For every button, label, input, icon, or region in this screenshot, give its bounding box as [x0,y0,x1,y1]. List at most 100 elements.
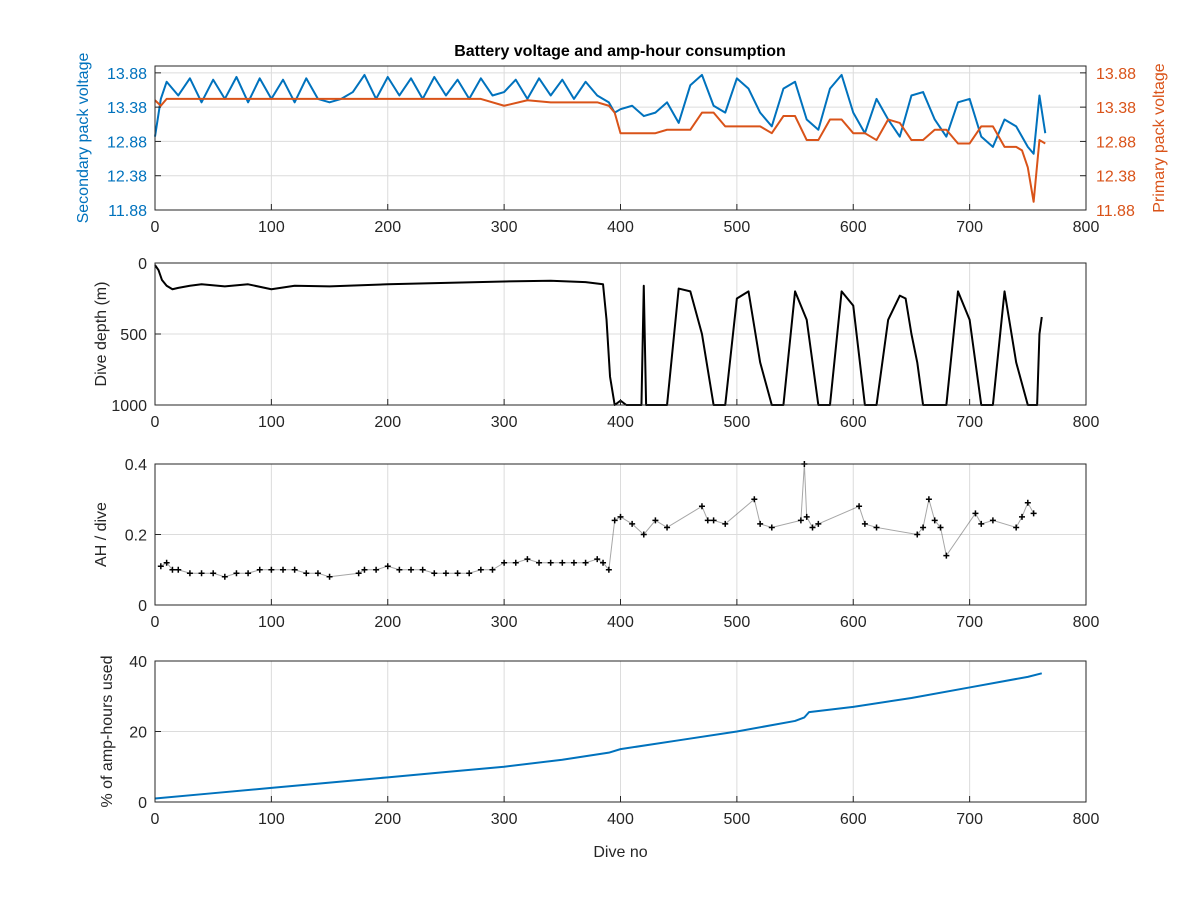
x-tick-label: 500 [724,219,751,236]
data-point [169,566,176,573]
y-right-tick-label: 12.38 [1096,169,1136,186]
x-tick-label: 300 [491,219,518,236]
y-tick-label: 0 [138,795,147,812]
y-axis-label-right: Primary pack voltage [1151,63,1168,212]
data-point [408,566,415,573]
x-tick-label: 700 [956,414,983,431]
x-tick-label: 700 [956,811,983,828]
series-line-2 [154,97,1046,203]
x-tick-label: 400 [607,414,634,431]
y-tick-label: 0.2 [125,528,147,545]
x-tick-label: 300 [491,414,518,431]
x-tick-label: 400 [607,219,634,236]
x-tick-label: 700 [956,614,983,631]
x-tick-label: 400 [607,614,634,631]
data-point [547,559,554,566]
data-point [570,559,577,566]
data-point [925,496,932,503]
data-point [489,566,496,573]
data-point [751,496,758,503]
x-tick-label: 600 [840,811,867,828]
x-tick-label: 700 [956,219,983,236]
y-tick-label: 12.38 [107,169,147,186]
y-tick-label: 13.88 [107,66,147,83]
data-point [931,517,938,524]
data-point [856,503,863,510]
x-tick-label: 800 [1073,811,1100,828]
y-right-tick-label: 11.88 [1096,203,1135,220]
y-axis-label: AH / dive [93,502,110,567]
data-point [664,524,671,531]
data-point [640,531,647,538]
x-tick-label: 100 [258,614,285,631]
data-point [384,563,391,570]
data-point [652,517,659,524]
x-tick-label: 300 [491,614,518,631]
data-point [419,566,426,573]
y-tick-label: 13.38 [107,100,147,117]
data-point [920,524,927,531]
x-tick-label: 200 [374,414,401,431]
data-point [396,566,403,573]
x-tick-label: 200 [374,219,401,236]
chart-1: 0 100 200 300 400 500 600 700 80011.8812.3812.88… [75,53,1168,236]
data-point [605,566,612,573]
y-tick-label: 0.4 [125,457,147,474]
data-point [536,559,543,566]
data-point [245,570,252,577]
data-point [914,531,921,538]
data-point [594,556,601,563]
series-line-1 [154,264,1043,406]
data-point [704,517,711,524]
data-point [355,570,362,577]
series-line-1 [154,73,1047,155]
data-point [797,517,804,524]
data-point [722,520,729,527]
x-tick-label: 500 [724,811,751,828]
x-tick-label: 500 [724,414,751,431]
x-tick-label: 200 [374,811,401,828]
data-point [757,520,764,527]
data-point [454,570,461,577]
data-point [524,556,531,563]
data-point [873,524,880,531]
data-point [582,559,589,566]
data-point [698,503,705,510]
x-axis-label: Dive no [593,844,647,861]
data-point [629,520,636,527]
data-point [600,559,607,566]
data-point [186,570,193,577]
x-tick-label: 600 [840,414,867,431]
y-axis-label: Secondary pack voltage [75,53,92,224]
data-point [198,570,205,577]
data-point [314,570,321,577]
data-point [280,566,287,573]
data-point [210,570,217,577]
y-axis-label: Dive depth (m) [93,282,110,387]
data-point [989,517,996,524]
data-point [1013,524,1020,531]
data-point [861,520,868,527]
x-tick-label: 600 [840,219,867,236]
data-point [972,510,979,517]
x-tick-label: 0 [151,219,160,236]
data-point [501,559,508,566]
data-point [163,559,170,566]
series-line-1 [154,672,1043,800]
y-axis-label: % of amp-hours used [99,655,116,807]
x-tick-label: 0 [151,811,160,828]
y-right-tick-label: 12.88 [1096,134,1136,151]
data-point [1018,513,1025,520]
y-tick-label: 40 [129,654,147,671]
chart-3: 0 100 200 300 400 500 600 700 800 0 0.2 0.4 AH / div… [93,457,1099,631]
y-tick-label: 500 [120,327,147,344]
data-point [157,563,164,570]
data-point [559,559,566,566]
data-point [233,570,240,577]
data-point [256,566,263,573]
x-tick-label: 300 [491,811,518,828]
chart-4: 0 100 200 300 400 500 600 700 800 0 20 40 % of amp-h… [99,654,1099,861]
data-point [361,566,368,573]
y-tick-label: 1000 [111,398,147,415]
